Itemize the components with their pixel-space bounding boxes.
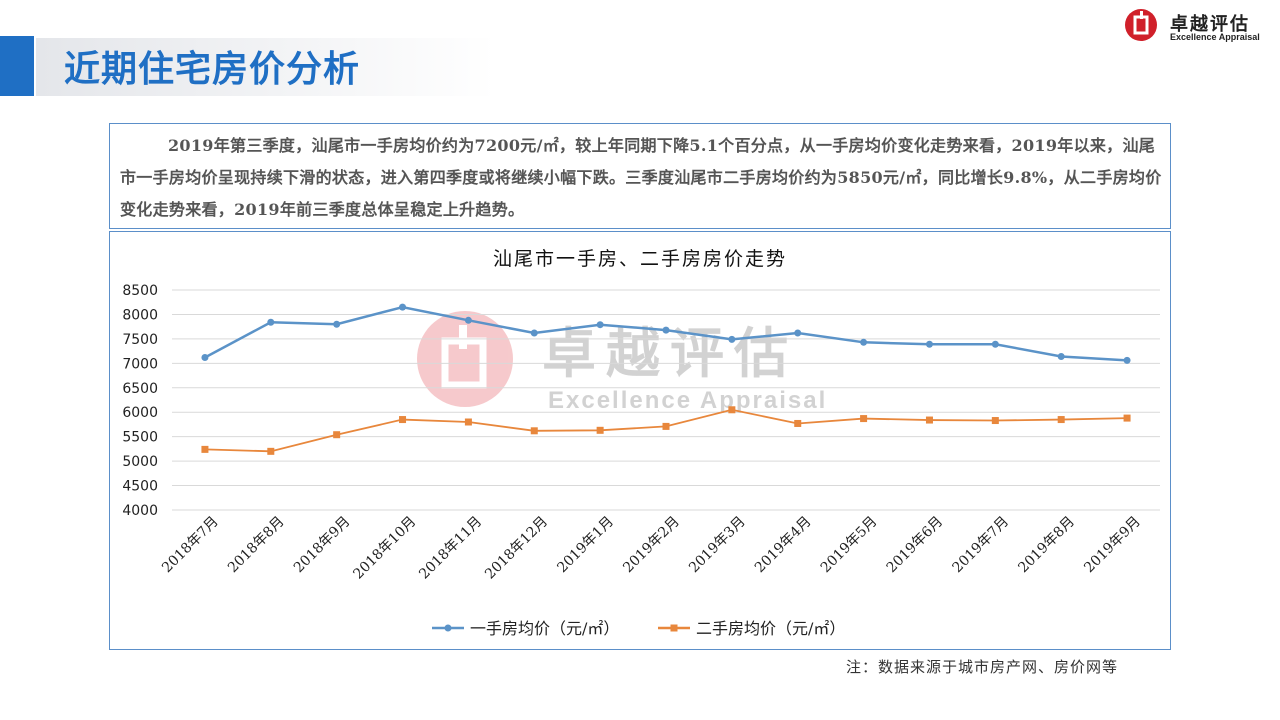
series-1-point <box>201 353 209 361</box>
y-tick-label: 7500 <box>122 332 158 348</box>
series-1-point <box>333 320 341 328</box>
legend-marker-1 <box>444 624 452 632</box>
y-tick-label: 8000 <box>122 307 158 323</box>
x-tick-label: 2019年7月 <box>950 514 1013 577</box>
source-note: 注：数据来源于城市房产网、房价网等 <box>846 658 1119 676</box>
series-2-point <box>201 445 209 453</box>
page-title: 近期住宅房价分析 <box>64 49 361 90</box>
series-2-point <box>530 427 538 435</box>
y-tick-label: 4500 <box>122 479 158 495</box>
y-tick-label: 6500 <box>122 381 158 397</box>
x-tick-label: 2018年8月 <box>225 514 288 577</box>
series-1-point <box>1057 352 1065 360</box>
line-chart: 卓越评估 Excellence Appraisal 40004500500055… <box>122 283 1160 638</box>
series-1-point <box>794 329 802 337</box>
x-tick-label: 2019年6月 <box>884 514 947 577</box>
series-2-point <box>860 415 868 423</box>
summary-text: 2019年第三季度，汕尾市一手房均价约为7200元/㎡，较上年同期下降5.1个百… <box>120 136 1162 219</box>
series-1-point <box>728 335 736 343</box>
x-tick-label: 2019年3月 <box>686 514 749 577</box>
series-1-point <box>530 329 538 337</box>
x-tick-label: 2018年11月 <box>416 514 485 583</box>
legend-label-2: 二手房均价（元/㎡） <box>696 619 845 638</box>
series-1-point <box>860 338 868 346</box>
series-2-point <box>1057 416 1065 424</box>
series-2-point <box>596 426 604 434</box>
series-2-point <box>1123 414 1131 422</box>
title-shadow <box>36 38 496 96</box>
series-line-2 <box>204 408 1128 453</box>
x-tick-label: 2018年9月 <box>291 514 354 577</box>
x-tick-label: 2019年9月 <box>1081 514 1144 577</box>
series-1-point <box>267 318 275 326</box>
series-1-point <box>662 326 670 334</box>
series-1-point <box>596 321 604 329</box>
series-2-point <box>267 447 275 455</box>
x-tick-label: 2018年7月 <box>159 514 222 577</box>
y-tick-label: 8500 <box>122 283 158 299</box>
y-tick-label: 7000 <box>122 356 158 372</box>
y-tick-label: 4000 <box>122 503 158 519</box>
title-accent-bar <box>0 36 34 96</box>
series-2-point <box>794 419 802 427</box>
x-tick-label: 2018年10月 <box>350 514 419 583</box>
legend-marker-2 <box>670 624 678 632</box>
series-2-point <box>925 416 933 424</box>
legend-label-1: 一手房均价（元/㎡） <box>470 619 619 638</box>
y-axis-ticks: 4000 4500 5000 5500 6000 6500 7000 7500 8000 8500 <box>122 283 158 519</box>
chart-title: 汕尾市一手房、二手房房价走势 <box>492 248 787 270</box>
series-2-point <box>991 417 999 425</box>
x-tick-label: 2019年8月 <box>1015 514 1078 577</box>
chart-series <box>201 303 1131 455</box>
x-tick-label: 2019年2月 <box>620 514 683 577</box>
summary-box: 2019年第三季度，汕尾市一手房均价约为7200元/㎡，较上年同期下降5.1个百… <box>109 123 1171 229</box>
series-1-point <box>464 316 472 324</box>
y-tick-label: 5000 <box>122 454 158 470</box>
x-tick-label: 2019年1月 <box>554 514 617 577</box>
x-tick-label: 2019年5月 <box>818 514 881 577</box>
chart-container: 汕尾市一手房、二手房房价走势 卓越评估 Excellence Appraisal… <box>109 231 1171 650</box>
series-2-point <box>399 416 407 424</box>
series-2-point <box>333 431 341 439</box>
y-tick-label: 6000 <box>122 405 158 421</box>
series-2-point <box>464 418 472 426</box>
x-tick-label: 2018年12月 <box>482 514 551 583</box>
y-tick-label: 5500 <box>122 430 158 446</box>
logo-english-name: Excellence Appraisal <box>1170 32 1260 42</box>
logo-chinese-name: 卓越评估 <box>1170 14 1250 35</box>
series-2-point <box>662 422 670 430</box>
series-1-point <box>925 340 933 348</box>
series-1-point <box>1123 356 1131 364</box>
series-1-point <box>991 340 999 348</box>
series-2-point <box>728 406 736 414</box>
x-tick-label: 2019年4月 <box>752 514 815 577</box>
x-axis-ticks: 2018年7月 2018年8月 2018年9月2018年10月2018年11月201… <box>159 514 1144 583</box>
watermark-english: Excellence Appraisal <box>548 387 827 414</box>
chart-legend: 一手房均价（元/㎡） 二手房均价（元/㎡） <box>432 619 845 638</box>
logo-mark-icon <box>1125 9 1157 41</box>
brand-logo: 卓越评估 Excellence Appraisal <box>1124 8 1272 42</box>
series-1-point <box>399 303 407 311</box>
